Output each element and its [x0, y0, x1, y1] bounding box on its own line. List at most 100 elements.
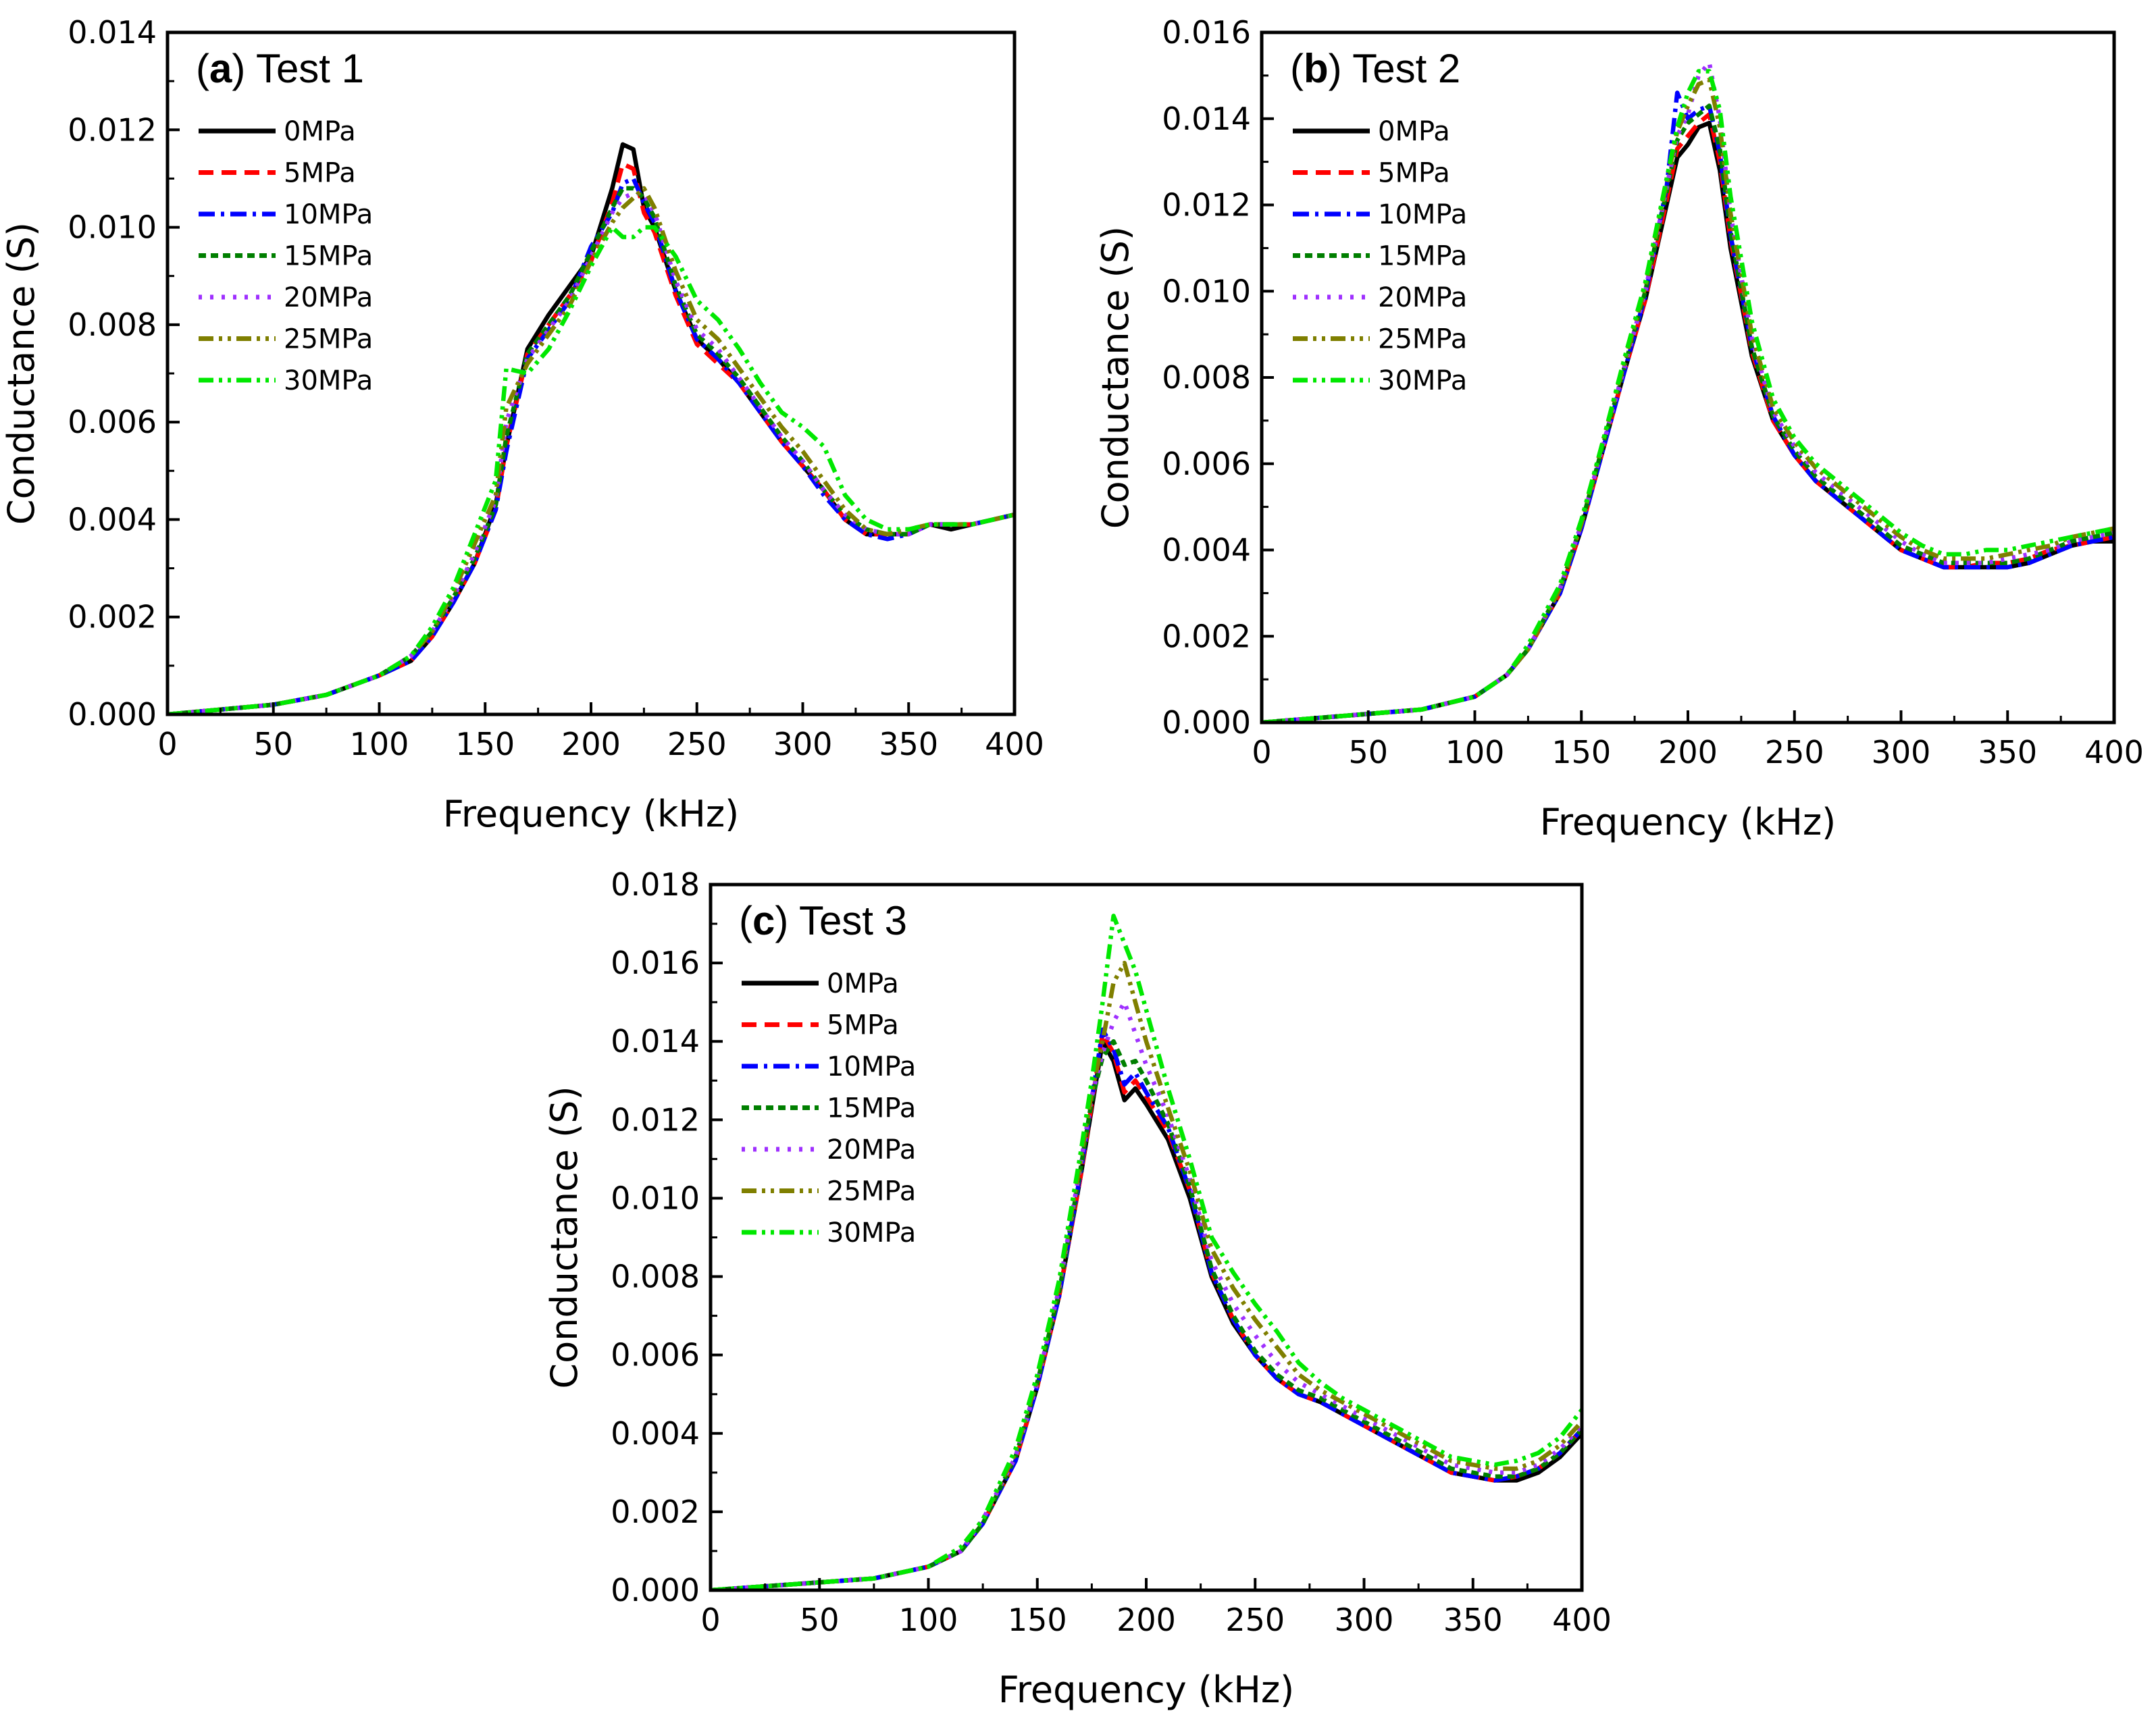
- x-tick-label: 200: [561, 726, 621, 762]
- x-tick-label: 150: [455, 726, 515, 762]
- y-tick-label: 0.002: [68, 599, 157, 635]
- x-tick-label: 200: [1116, 1602, 1176, 1638]
- series-line-10MPa: [711, 1027, 1582, 1590]
- y-tick-label: 0.002: [1162, 618, 1251, 654]
- legend-label: 25MPa: [284, 324, 373, 355]
- y-tick-label: 0.014: [68, 14, 157, 51]
- panel-letter: a: [209, 46, 232, 91]
- x-tick-label: 50: [253, 726, 293, 762]
- series-line-15MPa: [1262, 103, 2114, 723]
- legend-label: 20MPa: [1378, 282, 1467, 313]
- y-tick-label: 0.010: [68, 209, 157, 246]
- panel-title: (a) Test 1: [196, 46, 364, 91]
- x-tick-label: 250: [1225, 1602, 1285, 1638]
- x-tick-label: 100: [1445, 734, 1505, 770]
- series-line-30MPa: [1262, 69, 2114, 723]
- series-group: [1262, 60, 2114, 723]
- y-tick-label: 0.004: [611, 1415, 700, 1452]
- legend-label: 20MPa: [284, 282, 373, 313]
- y-tick-label: 0.012: [1162, 187, 1251, 224]
- y-tick-label: 0.000: [1162, 704, 1251, 741]
- y-axis-title: Conductance (S): [1094, 226, 1137, 529]
- x-tick-label: 350: [1978, 734, 2037, 770]
- x-tick-label: 100: [350, 726, 409, 762]
- legend-label: 30MPa: [1378, 365, 1467, 396]
- x-tick-label: 0: [700, 1602, 720, 1638]
- y-axis-title: Conductance (S): [0, 222, 43, 525]
- x-axis-title: Frequency (kHz): [998, 1669, 1295, 1711]
- y-tick-label: 0.016: [1162, 14, 1251, 51]
- chart-panel-c: 0 50 100 150 200 250 300 350 400 0.000 0.002 0.004 0…: [543, 866, 1612, 1711]
- panel-title: (b) Test 2: [1290, 46, 1460, 91]
- series-line-25MPa: [168, 186, 1015, 714]
- legend-label: 10MPa: [827, 1051, 916, 1082]
- panel-letter: c: [752, 898, 775, 943]
- y-tick-label: 0.004: [1162, 532, 1251, 569]
- panel-name: Test 1: [256, 46, 364, 91]
- panel-name: Test 3: [799, 898, 907, 943]
- y-tick-label: 0.016: [611, 945, 700, 981]
- series-line-10MPa: [168, 176, 1015, 714]
- legend-label: 0MPa: [284, 116, 356, 147]
- legend-label: 5MPa: [1378, 158, 1450, 189]
- x-tick-label: 0: [1252, 734, 1271, 770]
- y-tick-label: 0.014: [611, 1023, 700, 1059]
- legend-label: 25MPa: [827, 1176, 916, 1207]
- x-tick-label: 300: [773, 726, 833, 762]
- panel-name: Test 2: [1352, 46, 1460, 91]
- series-line-15MPa: [711, 1039, 1582, 1590]
- x-tick-label: 250: [667, 726, 727, 762]
- series-line-20MPa: [711, 999, 1582, 1590]
- legend-label: 25MPa: [1378, 324, 1467, 355]
- legend-label: 15MPa: [827, 1093, 916, 1124]
- chart-panel-b: 0 50 100 150 200 250 300 350 400 0.000 0.002 0.004 0…: [1094, 14, 2144, 843]
- x-axis-title: Frequency (kHz): [1540, 801, 1837, 843]
- x-tick-label: 50: [800, 1602, 840, 1638]
- x-tick-label: 0: [157, 726, 177, 762]
- x-tick-label: 300: [1335, 1602, 1394, 1638]
- legend-label: 0MPa: [827, 968, 899, 999]
- legend-label: 5MPa: [284, 158, 356, 189]
- x-tick-label: 150: [1008, 1602, 1067, 1638]
- y-tick-label: 0.018: [611, 866, 700, 903]
- series-line-30MPa: [711, 914, 1582, 1590]
- x-tick-label: 400: [985, 726, 1044, 762]
- legend-label: 15MPa: [284, 241, 373, 272]
- legend-label: 10MPa: [1378, 199, 1467, 230]
- x-tick-label: 400: [2084, 734, 2144, 770]
- legend-label: 30MPa: [284, 365, 373, 396]
- x-tick-label: 150: [1551, 734, 1611, 770]
- y-tick-label: 0.002: [611, 1494, 700, 1530]
- series-group: [711, 914, 1582, 1590]
- panel-title: (c) Test 3: [739, 898, 907, 943]
- legend-label: 5MPa: [827, 1010, 899, 1041]
- y-tick-label: 0.014: [1162, 101, 1251, 137]
- y-tick-label: 0.006: [611, 1337, 700, 1373]
- legend-label: 0MPa: [1378, 116, 1450, 147]
- series-line-25MPa: [711, 960, 1582, 1590]
- x-axis-title: Frequency (kHz): [443, 793, 740, 835]
- y-tick-label: 0.000: [68, 696, 157, 733]
- series-group: [168, 142, 1015, 714]
- panel-letter: b: [1304, 46, 1329, 91]
- x-tick-label: 350: [879, 726, 938, 762]
- y-tick-label: 0.006: [68, 404, 157, 440]
- legend-label: 20MPa: [827, 1134, 916, 1165]
- legend-label: 15MPa: [1378, 241, 1467, 272]
- legend-label: 30MPa: [827, 1217, 916, 1249]
- legend: 0MPa 5MPa 10MPa 15MPa 20MPa 25MPa 30MPa: [742, 968, 916, 1249]
- x-tick-label: 400: [1552, 1602, 1612, 1638]
- y-tick-label: 0.006: [1162, 446, 1251, 482]
- y-tick-label: 0.008: [611, 1259, 700, 1295]
- legend: 0MPa 5MPa 10MPa 15MPa 20MPa 25MPa 30MPa: [199, 116, 373, 396]
- y-tick-label: 0.010: [611, 1180, 700, 1216]
- legend-label: 10MPa: [284, 199, 373, 230]
- y-tick-label: 0.012: [68, 111, 157, 148]
- y-tick-label: 0.008: [68, 307, 157, 343]
- y-tick-label: 0.000: [611, 1572, 700, 1608]
- x-tick-label: 100: [899, 1602, 958, 1638]
- y-tick-label: 0.010: [1162, 273, 1251, 309]
- y-axis-title: Conductance (S): [543, 1086, 586, 1388]
- legend: 0MPa 5MPa 10MPa 15MPa 20MPa 25MPa 30MPa: [1293, 116, 1467, 396]
